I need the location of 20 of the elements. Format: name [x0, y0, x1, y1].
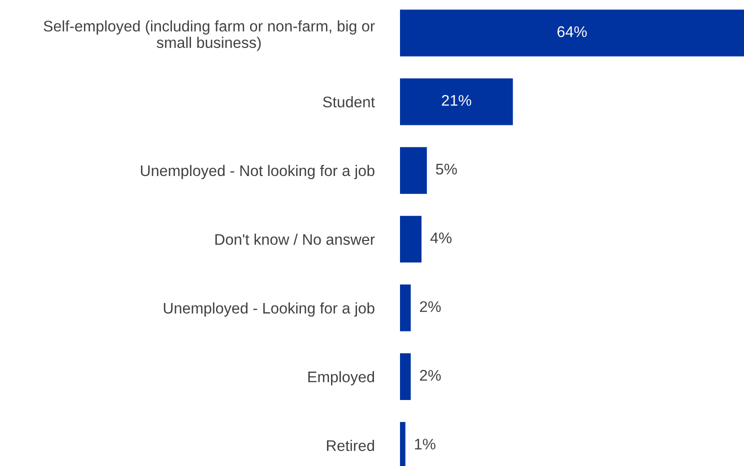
y-tick-label: Unemployed - Not looking for a job [140, 164, 374, 180]
y-tick-label: Student [323, 96, 375, 108]
y-tick-label: Employed [308, 371, 374, 386]
data-label: 64% [557, 26, 587, 38]
y-tick-label: Unemployed - Looking for a job [164, 302, 374, 317]
bar [400, 147, 427, 194]
bar [400, 216, 422, 263]
bar [400, 353, 411, 400]
data-label: 1% [415, 438, 436, 450]
data-label: 2% [420, 301, 441, 312]
data-label: 4% [430, 232, 452, 244]
y-tick-label: Retired [327, 440, 374, 452]
y-tick-label: Self-employed (including farm or non-farm, big or small business) [44, 20, 375, 52]
data-label: 5% [436, 164, 457, 175]
bar [400, 10, 744, 56]
y-tick-label: Don't know / No answer [215, 234, 375, 245]
data-label: 21% [442, 95, 472, 106]
bar [400, 284, 411, 332]
data-label: 2% [420, 370, 441, 381]
bar [400, 78, 513, 126]
